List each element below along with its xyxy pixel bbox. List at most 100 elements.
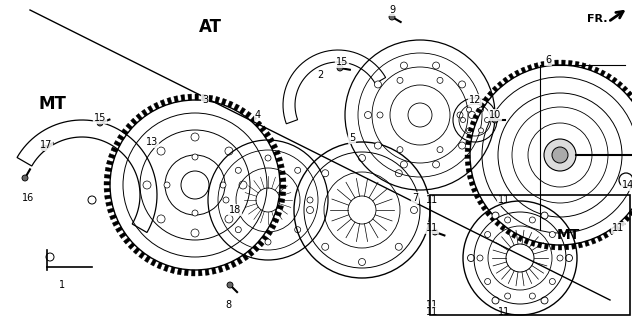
Text: FR.: FR. (587, 14, 607, 24)
Polygon shape (174, 96, 178, 102)
Circle shape (549, 278, 556, 284)
Polygon shape (136, 114, 142, 120)
Polygon shape (585, 241, 590, 246)
Polygon shape (218, 266, 223, 273)
Circle shape (461, 117, 466, 123)
Polygon shape (212, 268, 216, 274)
Polygon shape (568, 60, 572, 66)
Circle shape (295, 167, 301, 173)
Polygon shape (481, 205, 487, 211)
Polygon shape (215, 97, 220, 103)
Polygon shape (269, 224, 276, 229)
Polygon shape (150, 259, 156, 266)
Text: 11: 11 (426, 307, 438, 317)
Text: 6: 6 (545, 55, 551, 65)
Polygon shape (195, 94, 198, 100)
Polygon shape (264, 132, 270, 138)
Polygon shape (603, 232, 609, 238)
Polygon shape (551, 244, 555, 250)
Circle shape (566, 254, 573, 261)
Polygon shape (469, 181, 475, 186)
Circle shape (557, 255, 563, 261)
Text: 14: 14 (622, 180, 632, 190)
Polygon shape (167, 97, 172, 104)
Polygon shape (248, 250, 254, 256)
Polygon shape (242, 254, 248, 261)
Polygon shape (278, 198, 285, 203)
Polygon shape (492, 86, 498, 92)
Polygon shape (466, 134, 472, 139)
Polygon shape (147, 106, 154, 113)
Polygon shape (624, 216, 630, 221)
Polygon shape (495, 220, 501, 226)
Polygon shape (558, 245, 562, 250)
Circle shape (504, 293, 511, 299)
Polygon shape (626, 91, 632, 97)
Polygon shape (123, 238, 130, 244)
Circle shape (235, 227, 241, 233)
Text: 8: 8 (225, 300, 231, 310)
Text: 2: 2 (317, 70, 323, 80)
Polygon shape (209, 95, 213, 102)
Text: 15: 15 (336, 57, 348, 67)
Text: MT: MT (38, 95, 66, 113)
Circle shape (157, 147, 165, 155)
Text: 3: 3 (202, 95, 208, 105)
Polygon shape (234, 104, 240, 111)
Polygon shape (160, 100, 166, 107)
Polygon shape (260, 126, 267, 132)
Circle shape (432, 62, 440, 69)
Polygon shape (578, 243, 583, 248)
Polygon shape (502, 77, 509, 83)
Circle shape (307, 197, 313, 203)
Circle shape (265, 239, 271, 245)
Circle shape (225, 215, 233, 223)
Polygon shape (236, 258, 243, 264)
Polygon shape (133, 247, 140, 254)
Polygon shape (205, 269, 209, 276)
Polygon shape (487, 91, 494, 97)
Circle shape (377, 112, 383, 118)
Polygon shape (575, 61, 579, 67)
Circle shape (485, 278, 490, 284)
Polygon shape (121, 129, 128, 135)
Polygon shape (198, 270, 202, 276)
Text: 9: 9 (389, 5, 395, 15)
Polygon shape (473, 114, 478, 119)
Polygon shape (170, 267, 175, 274)
Polygon shape (280, 178, 286, 182)
Circle shape (485, 231, 490, 237)
Text: 11: 11 (426, 223, 438, 233)
Polygon shape (191, 270, 195, 276)
Circle shape (466, 107, 471, 112)
Circle shape (549, 231, 556, 237)
Circle shape (227, 282, 233, 288)
Circle shape (397, 147, 403, 153)
Polygon shape (555, 60, 558, 65)
Polygon shape (104, 181, 110, 185)
Circle shape (485, 117, 490, 123)
Polygon shape (114, 140, 121, 147)
Text: AT: AT (198, 18, 221, 36)
Polygon shape (527, 65, 532, 70)
Polygon shape (131, 118, 137, 125)
Circle shape (307, 206, 313, 213)
Polygon shape (571, 244, 576, 249)
Polygon shape (477, 199, 483, 205)
Text: 18: 18 (229, 205, 241, 215)
Text: 12: 12 (469, 95, 481, 105)
Circle shape (530, 293, 535, 299)
Polygon shape (279, 171, 286, 175)
Polygon shape (612, 77, 617, 83)
Polygon shape (112, 220, 119, 226)
Polygon shape (119, 232, 126, 238)
Polygon shape (231, 261, 236, 268)
Polygon shape (181, 95, 185, 101)
Circle shape (477, 255, 483, 261)
Polygon shape (548, 60, 552, 66)
Polygon shape (106, 202, 112, 206)
Polygon shape (534, 63, 538, 68)
Polygon shape (537, 243, 542, 248)
Text: 5: 5 (349, 133, 355, 143)
Text: MT: MT (556, 228, 580, 242)
